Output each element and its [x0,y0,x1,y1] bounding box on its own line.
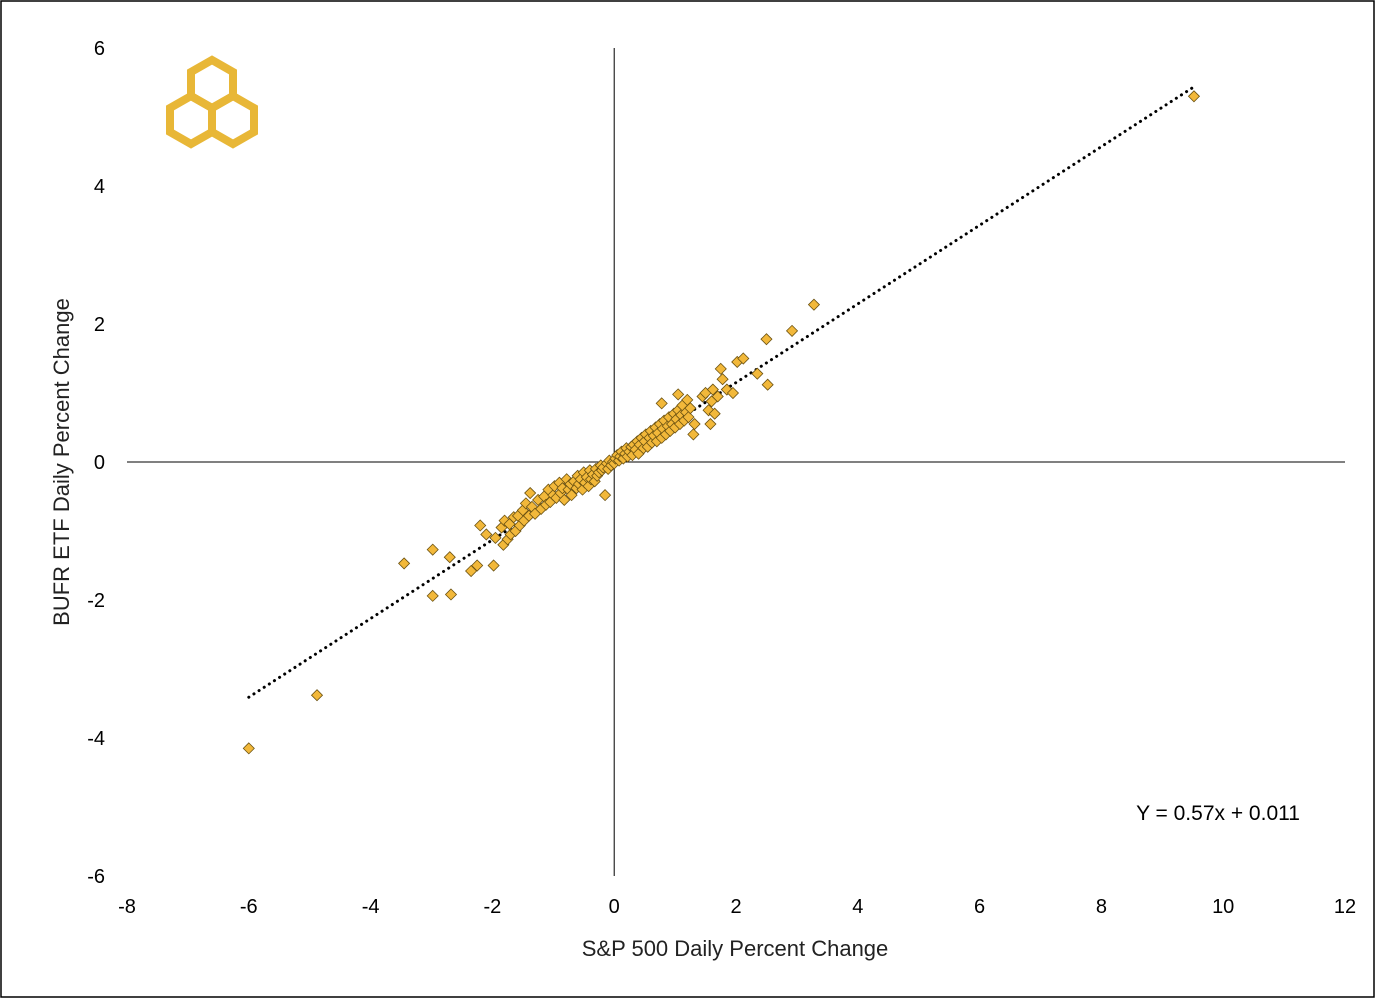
y-tick-label: -4 [87,728,105,750]
data-point [716,373,729,386]
data-point [751,367,764,380]
data-point [704,417,717,431]
data-point [489,531,502,544]
x-tick-label: 4 [852,896,863,918]
regression-equation: Y = 0.57x + 0.011 [1136,802,1300,825]
y-tick-label: -6 [87,866,105,888]
data-point [524,486,537,500]
data-point [242,742,255,755]
company-logo [166,55,258,149]
x-tick-label: 2 [730,896,741,918]
data-point [444,588,458,601]
trendline [247,86,1195,699]
data-point [761,378,774,391]
x-tick-label: 10 [1212,896,1234,918]
data-point [565,489,578,502]
data-point [474,519,487,532]
data-point [471,559,484,572]
data-point [443,551,456,564]
data-point [398,557,411,570]
data-point [760,333,773,346]
y-tick-label: 4 [94,176,105,198]
data-point [711,390,724,403]
logo-hexagon-right [208,91,258,149]
x-tick-label: 8 [1096,896,1107,918]
data-point [807,298,821,311]
data-point [706,383,719,396]
x-tick-label: 12 [1334,896,1356,918]
x-tick-label: 6 [974,896,985,918]
data-point [480,528,493,541]
data-point [672,388,685,401]
y-tick-label: -2 [87,590,105,612]
data-point [682,411,695,424]
data-point [1187,90,1201,103]
x-tick-label: -6 [240,896,258,918]
data-point [687,428,700,441]
x-tick-label: -4 [362,896,380,918]
data-point [598,489,612,502]
y-tick-label: 6 [94,38,105,60]
data-point [465,564,478,578]
data-point [426,543,439,556]
data-point [558,493,571,507]
y-axis-title: BUFR ETF Daily Percent Change [49,298,74,626]
data-point [487,559,500,572]
x-axis-title: S&P 500 Daily Percent Change [582,936,889,961]
data-point [785,324,799,337]
y-tick-label: 0 [94,452,105,474]
tick-labels: -8 -6 -4 -2 0 2 4 6 8 10 12 -6 -4 -2 0 2 4 6 [87,38,1356,918]
data-point [655,397,668,410]
trendline-layer [247,86,1195,699]
data-point [708,407,721,420]
data-point [737,352,750,365]
x-tick-label: -8 [118,896,136,918]
data-point [688,417,701,431]
data-point [426,589,439,602]
y-tick-label: 2 [94,314,105,336]
x-tick-label: 0 [609,896,620,918]
data-point [714,362,727,375]
data-point [726,386,740,400]
data-point [310,689,324,702]
x-tick-label: -2 [484,896,502,918]
data-points [242,90,1201,755]
data-point [684,402,697,415]
